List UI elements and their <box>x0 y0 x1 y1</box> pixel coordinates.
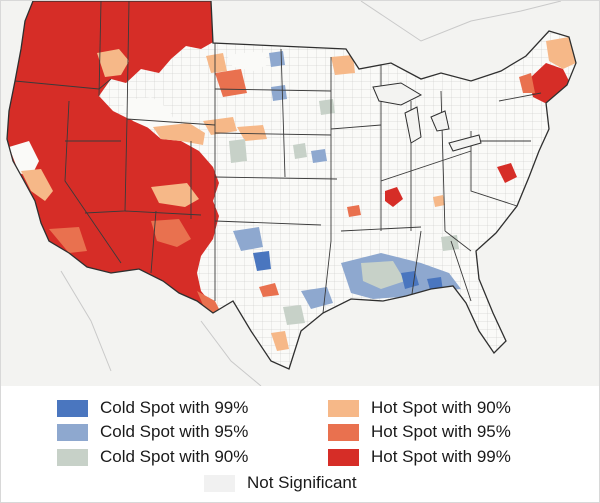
legend-label-hot99: Hot Spot with 99% <box>371 447 511 466</box>
coldspot-90-texas-coast <box>283 305 305 325</box>
legend-label-cold90: Cold Spot with 90% <box>100 447 249 466</box>
hotspot-90-south-texas <box>271 331 289 351</box>
legend-label-hot90: Hot Spot with 90% <box>371 398 511 417</box>
coldspot-90-kansas <box>293 143 307 159</box>
ns-california-coast <box>9 141 39 177</box>
hotspot-90-kentucky <box>433 195 445 207</box>
lake-erie <box>448 134 482 152</box>
hotspot-90-california <box>21 169 53 201</box>
legend-swatch-not-significant <box>204 474 235 492</box>
coldspot-90-nebraska <box>229 139 247 163</box>
hotspot-90-wyoming <box>153 123 205 145</box>
legend: Cold Spot with 99% Cold Spot with 95% Co… <box>1 388 599 502</box>
legend-swatch-cold99 <box>57 399 88 417</box>
coldspot-90-iowa <box>319 99 335 115</box>
hotspot-95-missouri <box>347 205 361 217</box>
hotspot-95-carolina <box>495 231 507 253</box>
legend-label-not-significant: Not Significant <box>247 473 357 492</box>
hotspot-99-virginia <box>497 163 517 183</box>
hotspot-95-new-york <box>519 73 535 93</box>
legend-swatch-hot90 <box>328 399 359 417</box>
hotspot-90-montana-patch <box>97 49 129 77</box>
coldspot-95-oklahoma <box>233 227 263 251</box>
legend-item-hot99: Hot Spot with 99% <box>328 446 511 468</box>
coldspot-95-north-dakota <box>269 51 285 67</box>
hotspot-90-montana-east <box>206 53 227 73</box>
hotspot-95-montana <box>215 69 247 97</box>
coldspot-90-carolinas <box>441 235 459 251</box>
coldspot-90-mississippi <box>361 261 405 289</box>
legend-label-cold95: Cold Spot with 95% <box>100 422 249 441</box>
legend-label-cold99: Cold Spot with 99% <box>100 398 249 417</box>
legend-swatch-hot95 <box>328 423 359 441</box>
legend-item-cold99: Cold Spot with 99% <box>57 397 248 419</box>
mexico-outline <box>200 320 262 386</box>
hotspot-90-nebraska <box>237 125 267 141</box>
lake-michigan <box>404 106 422 144</box>
legend-swatch-cold95 <box>57 423 88 441</box>
hotspot-90-maine <box>546 37 576 69</box>
canada-outline <box>360 1 562 42</box>
legend-item-not-significant: Not Significant <box>204 472 357 494</box>
legend-item-cold90: Cold Spot with 90% <box>57 446 248 468</box>
lake-superior <box>372 82 423 106</box>
coldspot-95-kansas <box>311 149 327 163</box>
coldspot-95-south-dakota <box>271 85 287 101</box>
hotspot-95-texas <box>259 283 279 297</box>
legend-item-cold95: Cold Spot with 95% <box>57 421 248 443</box>
map-canvas <box>6 1 577 386</box>
baja-outline <box>60 270 112 372</box>
legend-swatch-hot99 <box>328 448 359 466</box>
coldspot-99-oklahoma <box>253 251 271 271</box>
hotspot-95-socal <box>49 227 87 253</box>
lake-huron <box>430 110 450 132</box>
legend-label-hot95: Hot Spot with 95% <box>371 422 511 441</box>
hotspot-90-minnesota <box>331 55 355 75</box>
coldspot-99-georgia <box>427 277 443 293</box>
ns-northern-plains <box>227 51 271 71</box>
legend-item-hot95: Hot Spot with 95% <box>328 421 511 443</box>
us-county-map <box>1 1 599 386</box>
hotspot-95-newmexico <box>151 219 191 247</box>
legend-swatch-cold90 <box>57 448 88 466</box>
hotspot-90-colorado <box>151 183 199 207</box>
legend-item-hot90: Hot Spot with 90% <box>328 397 511 419</box>
hotspot-90-massachusetts <box>549 111 561 127</box>
hotspot-99-indiana <box>385 187 403 207</box>
hotspot-90-nebraska-west <box>203 117 237 135</box>
